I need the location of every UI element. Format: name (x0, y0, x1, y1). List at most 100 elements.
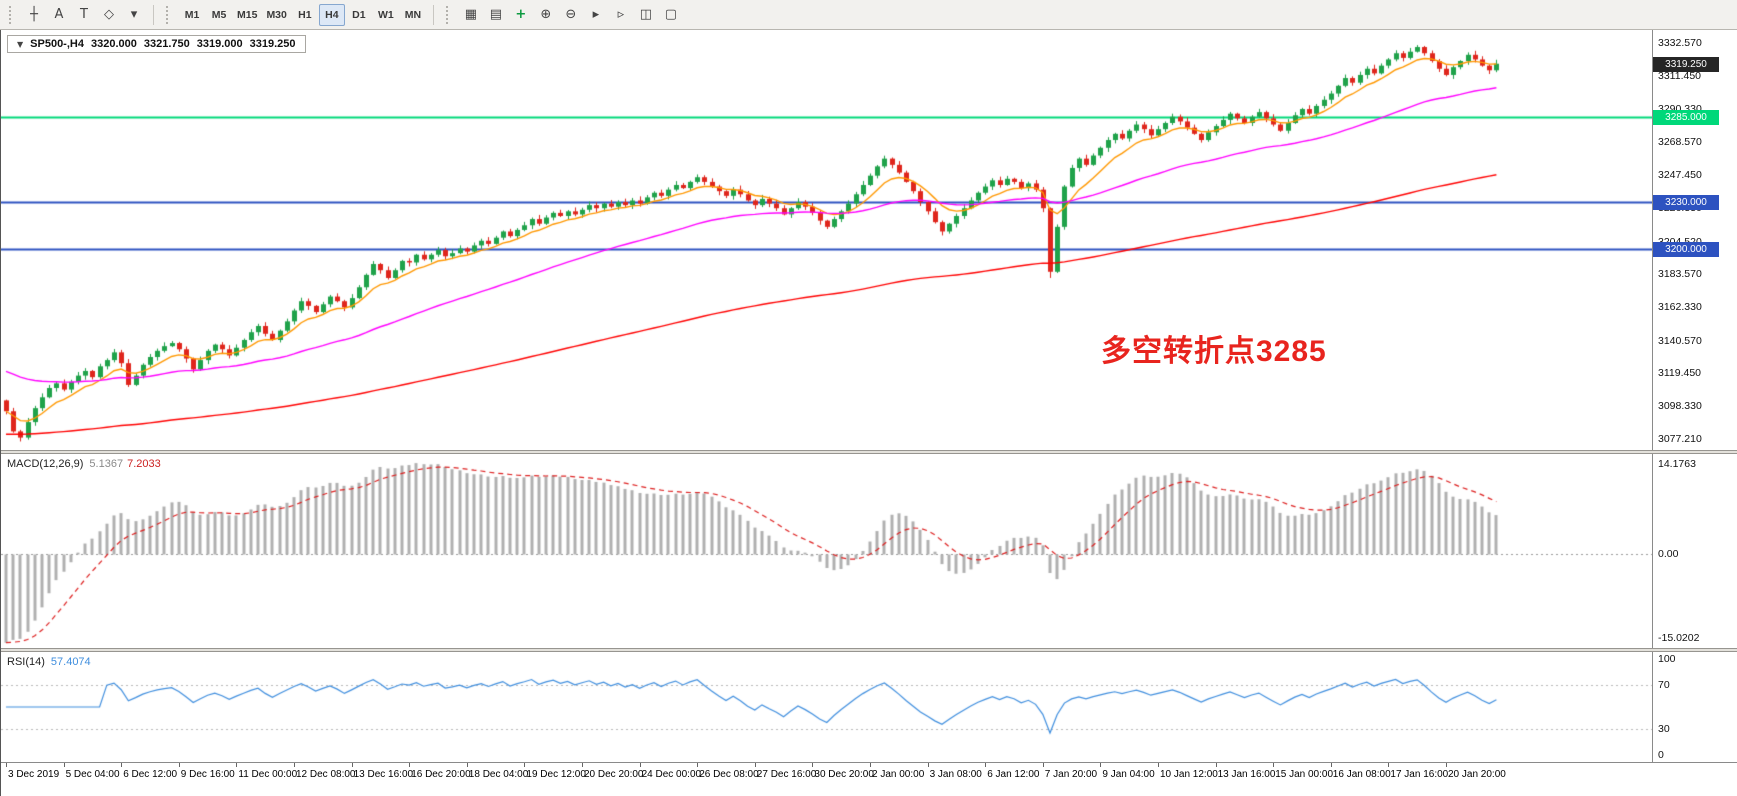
time-axis-label: 20 Jan 20:00 (1448, 769, 1506, 780)
macd-name: MACD(12,26,9) (7, 458, 84, 470)
rsi-panel: RSI(14) 57.4074 100 70 30 0 (1, 652, 1737, 762)
time-axis-label: 13 Dec 16:00 (353, 769, 414, 780)
time-axis-tick (1388, 763, 1389, 767)
price-chart-canvas[interactable] (1, 30, 1653, 450)
time-axis-label: 3 Dec 2019 (8, 769, 60, 780)
time-axis-tick (294, 763, 295, 767)
text-label-button[interactable]: A (47, 4, 71, 26)
text-icon: T (80, 7, 88, 22)
toolbar-separator (153, 4, 154, 25)
time-axis-tick (1216, 763, 1217, 767)
macd-chart-canvas[interactable] (1, 454, 1653, 648)
rsi-label: RSI(14) 57.4074 (7, 656, 91, 668)
cascade-windows-icon: ▢ (664, 7, 678, 22)
current-price-tag: 3319.250 (1653, 56, 1719, 72)
time-axis-tick (928, 763, 929, 767)
time-axis-tick (236, 763, 237, 767)
time-axis-tick (409, 763, 410, 767)
price-axis-tick: 3268.570 (1658, 136, 1702, 149)
toolbar-grip[interactable] (445, 5, 452, 24)
price-panel: ▼ SP500-,H4 3320.000 3321.750 3319.000 3… (1, 30, 1737, 450)
macd-axis-tick: 14.1763 (1658, 458, 1696, 470)
new-chart-button[interactable]: ▦ (459, 4, 483, 26)
rsi-value: 57.4074 (50, 656, 91, 668)
shapes-dropdown-button[interactable]: ▾ (122, 4, 146, 26)
time-axis-label: 7 Jan 20:00 (1044, 769, 1098, 780)
time-axis-label: 18 Dec 04:00 (468, 769, 529, 780)
price-axis-tick: 3077.210 (1658, 432, 1702, 445)
text-button[interactable]: T (72, 4, 96, 26)
price-axis-tick: 3119.450 (1658, 367, 1702, 380)
zoom-out-button[interactable]: ⊖ (559, 4, 583, 26)
time-axis-label: 20 Dec 20:00 (584, 769, 644, 780)
time-axis-tick (870, 763, 871, 767)
rsi-axis-tick: 100 (1658, 653, 1676, 665)
collapse-arrow-icon[interactable]: ▼ (17, 39, 24, 49)
toolbar-grip[interactable] (166, 5, 172, 24)
time-axis-tick (697, 763, 698, 767)
chart-annotation[interactable]: 多空转折点3285 (1101, 335, 1327, 368)
hline-price-tag: 3200.000 (1653, 241, 1719, 257)
toolbar-grip[interactable] (9, 5, 15, 24)
time-axis-label: 11 Dec 00:00 (238, 769, 298, 780)
time-axis-tick (1158, 763, 1159, 767)
shapes-icon: ◇ (104, 7, 114, 22)
panel-divider[interactable] (1, 450, 1737, 454)
macd-axis[interactable]: 14.1763 0.00 -15.0202 (1652, 454, 1737, 648)
symbol-name: SP500-,H4 (30, 38, 84, 50)
time-axis-label: 5 Dec 04:00 (65, 769, 120, 780)
cascade-windows-button[interactable]: ▢ (659, 4, 683, 26)
chart-shift-button[interactable]: ▹ (609, 4, 633, 26)
line-studies-toolbar: ┼ A T ◇ ▾ (22, 4, 146, 26)
time-axis-tick (6, 763, 7, 767)
indicators-button[interactable]: + (509, 4, 533, 26)
profiles-button[interactable]: ▤ (484, 4, 508, 26)
timeframe-button-M1[interactable]: M1 (184, 8, 200, 21)
time-axis-label: 30 Dec 20:00 (814, 769, 874, 780)
timeframe-button-W1[interactable]: W1 (378, 8, 394, 21)
price-axis-tick: 3311.450 (1658, 69, 1702, 82)
time-axis-label: 10 Jan 12:00 (1160, 769, 1218, 780)
time-axis-tick (524, 763, 525, 767)
time-axis-label: 17 Jan 16:00 (1390, 769, 1449, 780)
crosshair-button[interactable]: ┼ (22, 4, 46, 26)
time-axis-tick (1273, 763, 1274, 767)
auto-scroll-button[interactable]: ▸ (584, 4, 608, 26)
auto-scroll-icon: ▸ (592, 7, 600, 22)
rsi-axis[interactable]: 100 70 30 0 (1652, 652, 1737, 762)
rsi-axis-tick: 30 (1658, 723, 1670, 735)
panel-divider[interactable] (1, 648, 1737, 652)
time-axis-tick (179, 763, 180, 767)
price-axis-tick: 3247.450 (1658, 168, 1702, 181)
timeframe-button-H4[interactable]: H4 (318, 3, 345, 26)
symbol-header[interactable]: ▼ SP500-,H4 3320.000 3321.750 3319.000 3… (7, 35, 306, 53)
price-axis-tick: 3162.330 (1658, 300, 1702, 313)
shapes-button[interactable]: ◇ (97, 4, 121, 26)
macd-axis-tick: -15.0202 (1658, 632, 1700, 644)
price-axis[interactable]: 3332.570 3311.450 3290.330 3268.570 3247.450… (1652, 30, 1737, 450)
time-axis-label: 27 Dec 16:00 (756, 769, 817, 780)
timeframe-button-M5[interactable]: M5 (211, 8, 227, 21)
macd-axis-tick: 0.00 (1658, 548, 1679, 561)
timeframe-button-MN[interactable]: MN (404, 8, 422, 21)
timeframe-button-M15[interactable]: M15 (237, 8, 258, 21)
rsi-chart-canvas[interactable] (1, 652, 1653, 762)
time-axis-label: 16 Dec 20:00 (411, 769, 471, 780)
price-axis-tick: 3183.570 (1658, 267, 1702, 280)
macd-main-value: 5.1367 (89, 458, 124, 470)
tile-windows-button[interactable]: ◫ (634, 4, 658, 26)
timeframe-button-D1[interactable]: D1 (352, 8, 366, 21)
macd-signal-value: 7.2033 (127, 458, 161, 470)
time-axis[interactable]: 3 Dec 2019 5 Dec 04:00 6 Dec 12:00 9 Dec 16… (1, 762, 1737, 796)
toolbar-separator (432, 4, 434, 25)
timeframe-button-H1[interactable]: H1 (298, 8, 312, 21)
time-axis-label: 3 Jan 08:00 (929, 769, 982, 780)
shapes-dropdown-icon: ▾ (130, 7, 138, 22)
bar-close: 3319.250 (249, 38, 296, 50)
zoom-in-button[interactable]: ⊕ (534, 4, 558, 26)
time-axis-tick (985, 763, 986, 767)
time-axis-tick (1331, 763, 1332, 767)
time-axis-label: 13 Jan 16:00 (1217, 769, 1276, 780)
timeframe-button-M30[interactable]: M30 (266, 8, 287, 21)
time-axis-tick (64, 763, 65, 767)
